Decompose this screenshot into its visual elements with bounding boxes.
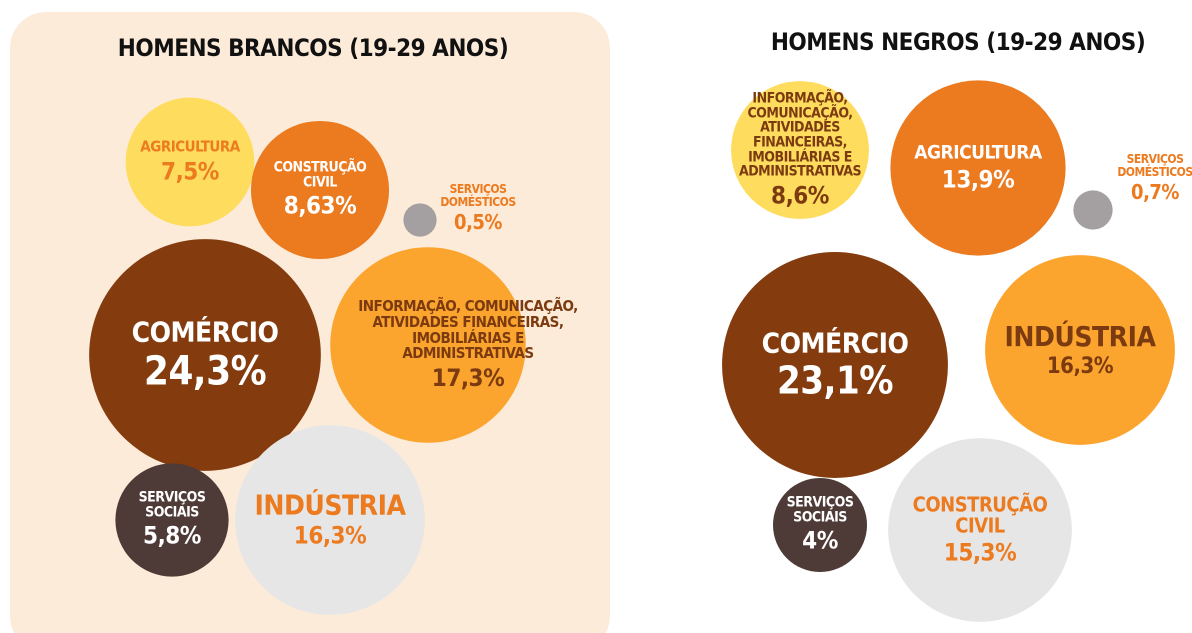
category-label: SERVIÇOS SOCIAIS <box>138 489 206 521</box>
value-label: 8,6% <box>771 181 829 210</box>
bubble <box>115 463 229 577</box>
bubble <box>89 239 321 471</box>
value-label: 13,9% <box>941 165 1015 194</box>
bubble-label: INFORMAÇÃO, COMUNICAÇÃO, ATIVIDADES FINA… <box>358 296 578 392</box>
category-label: COMÉRCIO <box>131 315 279 349</box>
bubble-label: SERVIÇOS DOMÉSTICOS 0,5% <box>433 183 523 233</box>
bubble <box>330 247 526 443</box>
bubble <box>888 438 1072 622</box>
bubble-label: SERVIÇOS DOMÉSTICOS 0,7% <box>1110 153 1192 203</box>
value-label: 4% <box>802 527 838 556</box>
bubble-label: SERVIÇOS SOCIAIS 5,8% <box>117 489 227 551</box>
category-label: SERVIÇOS DOMÉSTICOS <box>1117 151 1192 179</box>
bubble-label: COMÉRCIO 23,1% <box>735 328 935 401</box>
value-label: 24,3% <box>143 348 267 395</box>
bubble <box>985 255 1175 445</box>
category-label: CONSTRUÇÃO CIVIL <box>912 492 1048 538</box>
bubble-label: CONSTRUÇÃO CIVIL 15,3% <box>905 494 1055 565</box>
bubble-label: COMÉRCIO 24,3% <box>105 315 305 395</box>
value-label: 8,63% <box>283 192 357 221</box>
value-label: 0,7% <box>1131 180 1179 205</box>
value-label: 0,5% <box>454 210 502 235</box>
value-label: 16,3% <box>293 522 367 551</box>
bubble <box>773 478 867 572</box>
bubble-label: CONSTRUÇÃO CIVIL 8,63% <box>265 159 375 221</box>
category-label: INFORMAÇÃO, COMUNICAÇÃO, ATIVIDADES FINA… <box>738 90 862 180</box>
bubble-label: AGRICULTURA 13,9% <box>903 141 1053 194</box>
bubble <box>250 120 390 260</box>
bubble <box>125 97 255 227</box>
category-label: INFORMAÇÃO, COMUNICAÇÃO, ATIVIDADES FINA… <box>358 296 578 363</box>
category-label: INDÚSTRIA <box>1004 319 1156 353</box>
value-label: 16,3% <box>1046 354 1114 380</box>
chart-title: HOMENS BRANCOS (19-29 ANOS) <box>117 34 509 62</box>
value-label: 17,3% <box>431 363 505 392</box>
bubble <box>722 252 948 478</box>
value-label: 5,8% <box>143 522 201 551</box>
category-label: INDÚSTRIA <box>254 488 406 522</box>
category-label: SERVIÇOS DOMÉSTICOS <box>440 181 516 209</box>
value-label: 7,5% <box>161 157 219 186</box>
category-label: COMÉRCIO <box>761 326 909 360</box>
bubble-label: INDÚSTRIA 16,3% <box>240 488 420 551</box>
category-label: SERVIÇOS SOCIAIS <box>786 494 854 526</box>
category-label: AGRICULTURA <box>140 137 240 156</box>
bubble <box>731 81 869 219</box>
bubble <box>235 425 425 615</box>
chart-title: HOMENS NEGROS (19-29 ANOS) <box>770 28 1146 56</box>
bubble-label: SERVIÇOS SOCIAIS 4% <box>765 494 875 556</box>
bubble <box>1073 190 1113 230</box>
value-label: 15,3% <box>943 538 1017 567</box>
category-label: CONSTRUÇÃO CIVIL <box>273 159 367 191</box>
bubble <box>890 80 1066 256</box>
bubble-label: AGRICULTURA 7,5% <box>135 137 245 186</box>
value-label: 23,1% <box>776 358 894 403</box>
category-label: AGRICULTURA <box>914 141 1042 164</box>
bubble-label: INDÚSTRIA 16,3% <box>990 319 1170 380</box>
bubble-label: INFORMAÇÃO, COMUNICAÇÃO, ATIVIDADES FINA… <box>720 91 880 208</box>
bubble <box>403 203 437 237</box>
